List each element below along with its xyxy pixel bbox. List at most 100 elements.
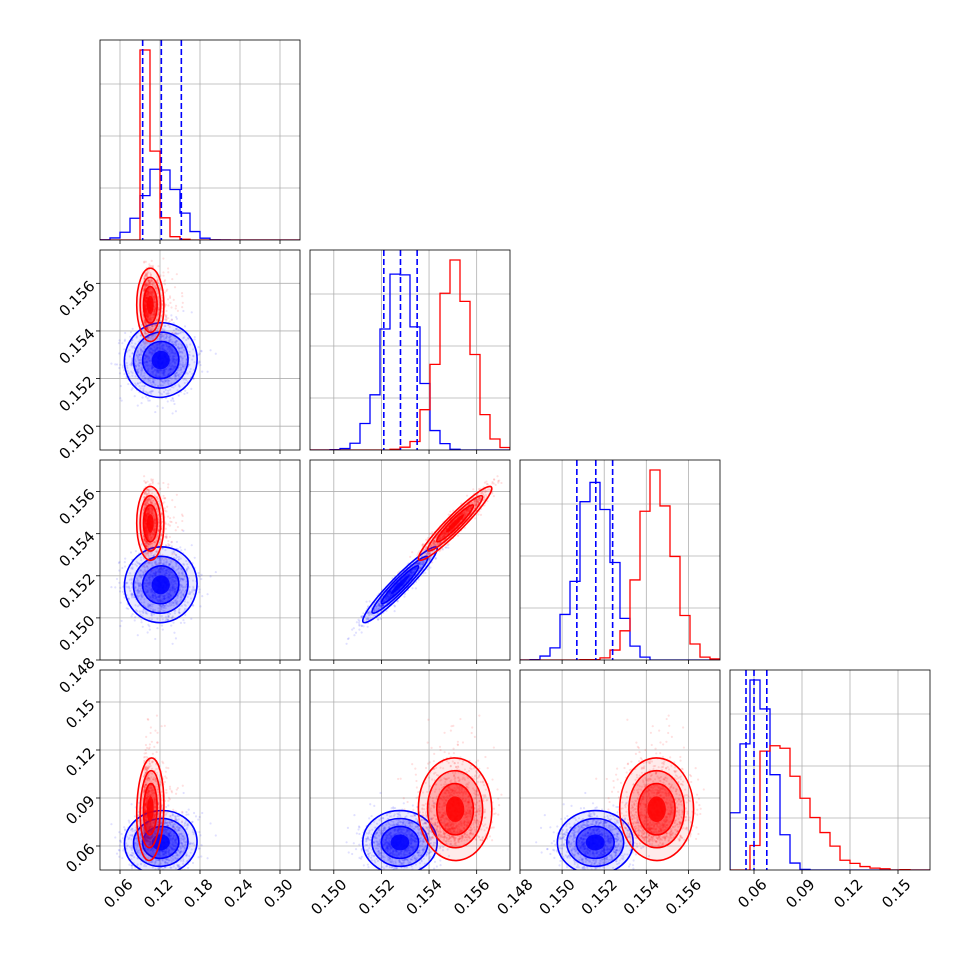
scatter-point	[138, 362, 141, 365]
scatter-point	[134, 580, 137, 583]
scatter-point	[139, 587, 142, 590]
scatter-point	[151, 502, 154, 505]
scatter-point	[170, 340, 173, 344]
scatter-point	[119, 363, 122, 366]
scatter-point	[174, 341, 177, 345]
scatter-point	[147, 560, 150, 563]
density-contour	[142, 285, 158, 325]
scatter-point	[156, 405, 159, 408]
scatter-point	[144, 321, 147, 324]
scatter-point	[186, 565, 190, 569]
scatter-point	[174, 328, 178, 331]
scatter-point	[144, 551, 147, 554]
scatter-point	[144, 275, 147, 278]
scatter-point	[164, 303, 167, 306]
y-tick-label: 0.152	[55, 570, 98, 613]
scatter-point	[193, 338, 196, 341]
scatter-point	[178, 329, 181, 332]
scatter-point	[165, 318, 168, 322]
scatter-point	[168, 602, 171, 605]
scatter-point	[118, 339, 121, 342]
scatter-point	[135, 577, 139, 580]
scatter-point	[143, 284, 147, 287]
scatter-point	[152, 335, 155, 338]
density-fill	[146, 514, 154, 533]
scatter-point	[366, 612, 369, 615]
scatter-point	[181, 351, 184, 355]
scatter-point	[147, 336, 150, 339]
scatter-point	[168, 376, 172, 379]
scatter-point	[168, 517, 172, 520]
scatter-point	[146, 499, 150, 502]
scatter-point	[136, 579, 139, 582]
scatter-point	[140, 543, 143, 546]
scatter-point	[181, 573, 184, 576]
scatter-point	[179, 366, 182, 369]
scatter-point	[142, 261, 146, 264]
scatter-point	[145, 323, 148, 326]
scatter-point	[142, 390, 145, 393]
scatter-point	[179, 585, 183, 588]
scatter-point	[134, 384, 138, 387]
scatter-point	[139, 569, 143, 572]
scatter-point	[177, 571, 180, 574]
scatter-point	[162, 257, 165, 260]
scatter-point	[160, 561, 163, 565]
scatter-point	[138, 353, 141, 356]
scatter-point	[182, 348, 186, 352]
scatter-point	[164, 332, 167, 336]
scatter-point	[139, 347, 142, 350]
scatter-point	[137, 562, 140, 565]
scatter-point	[198, 575, 201, 578]
scatter-point	[131, 327, 134, 330]
scatter-point	[165, 318, 168, 321]
scatter-point	[161, 515, 164, 518]
scatter-point	[146, 332, 149, 336]
scatter-point	[144, 343, 147, 346]
scatter-point	[149, 501, 152, 504]
scatter-point	[143, 538, 146, 541]
scatter-point	[162, 274, 165, 277]
scatter-point	[188, 363, 191, 366]
scatter-point	[128, 355, 131, 358]
scatter-point	[166, 515, 170, 518]
scatter-point	[145, 499, 148, 502]
scatter-point	[178, 349, 181, 353]
scatter-point	[411, 587, 414, 590]
scatter-point	[167, 604, 170, 608]
scatter-point	[151, 608, 155, 611]
scatter-point	[163, 380, 167, 383]
scatter-point	[174, 521, 178, 524]
scatter-point	[135, 336, 138, 339]
scatter-point	[149, 376, 152, 379]
scatter-point	[174, 599, 177, 603]
scatter-point	[135, 353, 138, 356]
scatter-point	[149, 502, 153, 505]
histogram-series	[100, 49, 300, 240]
scatter-point	[165, 315, 168, 318]
scatter-point	[145, 543, 148, 547]
scatter-point	[142, 387, 145, 390]
scatter-point	[168, 320, 171, 323]
scatter-point	[155, 279, 159, 282]
scatter-point	[144, 540, 148, 543]
scatter-point	[149, 603, 152, 606]
scatter-point	[127, 372, 130, 375]
scatter-point	[179, 332, 182, 335]
scatter-point	[137, 364, 141, 367]
scatter-point	[181, 345, 184, 349]
scatter-point	[149, 273, 153, 276]
scatter-point	[118, 352, 121, 355]
scatter-point	[129, 331, 133, 334]
scatter-point	[167, 563, 171, 566]
scatter-point	[149, 390, 152, 393]
scatter-point	[144, 481, 147, 484]
scatter-point	[161, 517, 164, 520]
scatter-point	[183, 548, 187, 551]
y-tick-label: 0.154	[55, 325, 98, 368]
scatter-point	[143, 601, 146, 604]
scatter-point	[164, 549, 167, 552]
scatter-point	[143, 372, 146, 375]
scatter-point	[185, 343, 188, 346]
scatter-point	[177, 558, 180, 561]
